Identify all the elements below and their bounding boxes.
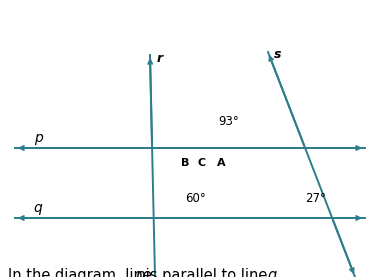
- Text: q: q: [33, 201, 42, 215]
- Text: is parallel to line: is parallel to line: [141, 268, 272, 277]
- Text: p: p: [135, 268, 144, 277]
- Text: C: C: [198, 158, 206, 168]
- Text: q: q: [268, 268, 277, 277]
- Text: p: p: [33, 131, 42, 145]
- Text: 27°: 27°: [305, 192, 326, 205]
- Text: .: .: [274, 268, 278, 277]
- Text: A: A: [217, 158, 225, 168]
- Text: 93°: 93°: [218, 115, 239, 128]
- Text: In the diagram, line: In the diagram, line: [8, 268, 156, 277]
- Text: r: r: [157, 52, 163, 65]
- Text: s: s: [274, 48, 282, 61]
- Text: 60°: 60°: [185, 192, 206, 205]
- Text: B: B: [181, 158, 189, 168]
